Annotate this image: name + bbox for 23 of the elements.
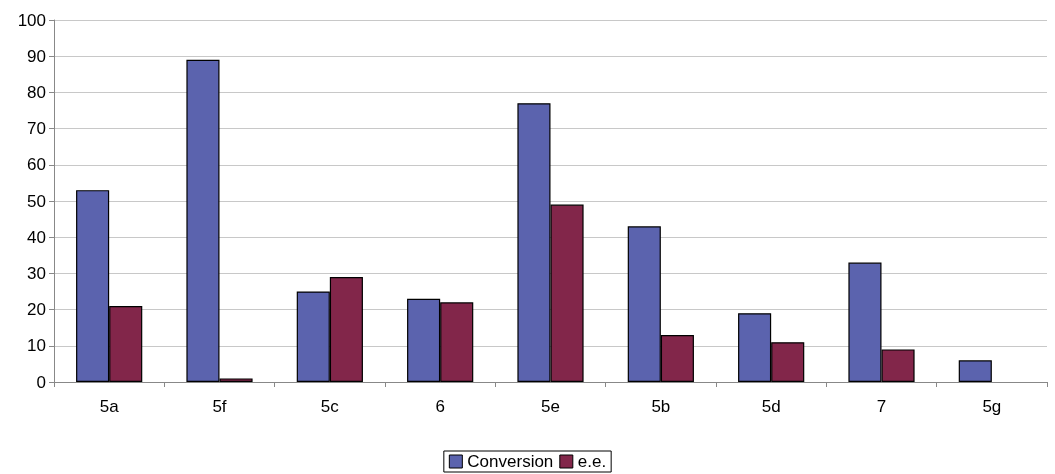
y-tick-label: 20 — [27, 300, 46, 320]
x-tick-label: 5f — [212, 397, 227, 416]
x-tick-label: 5a — [99, 397, 120, 416]
x-tick-label: 5b — [651, 397, 671, 416]
y-tick-label: 80 — [27, 82, 46, 102]
y-tick-label: 100 — [17, 10, 46, 30]
y-tick-label: 40 — [27, 227, 46, 247]
bar — [958, 360, 992, 382]
y-tick-label: 50 — [27, 191, 46, 211]
legend-label: e.e. — [577, 452, 607, 471]
x-tick-label: 5d — [761, 397, 781, 416]
y-tick-label: 60 — [27, 155, 46, 175]
x-tick-label: 7 — [876, 397, 887, 416]
y-tick-label: 90 — [27, 46, 46, 66]
x-tick-label: 5e — [541, 397, 560, 416]
y-tick-label: 30 — [27, 263, 46, 283]
y-tick-label: 0 — [36, 372, 46, 392]
x-tick-label: 6 — [435, 397, 445, 416]
y-tick-label: 10 — [27, 336, 46, 356]
legend-label: Conversion — [467, 452, 554, 471]
y-tick-label: 70 — [27, 119, 46, 139]
x-tick-label: 5c — [320, 397, 340, 416]
x-tick-label: 5g — [982, 397, 1002, 416]
